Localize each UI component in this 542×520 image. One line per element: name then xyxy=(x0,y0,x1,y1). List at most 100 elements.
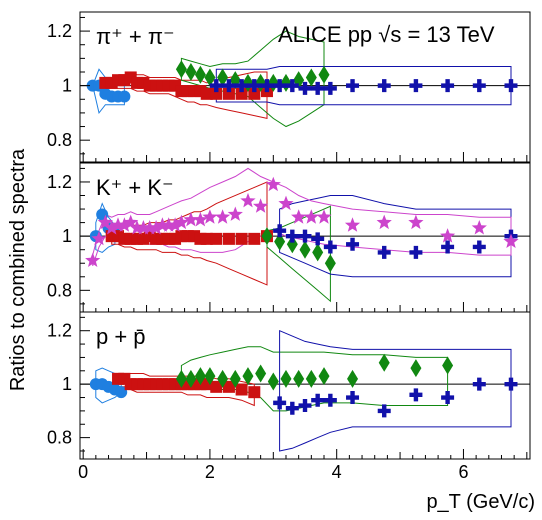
y-tick-label: 1 xyxy=(62,226,72,246)
data-point xyxy=(217,68,229,87)
y-tick-label: 0.8 xyxy=(47,428,72,448)
y-tick-label: 1 xyxy=(62,374,72,394)
data-point xyxy=(472,240,486,254)
data-point xyxy=(175,369,187,388)
systematic-band xyxy=(104,71,268,120)
data-point xyxy=(200,232,213,245)
data-point xyxy=(185,63,197,81)
panel-species-label: π⁺ + π⁻ xyxy=(96,24,175,49)
data-point xyxy=(222,87,235,100)
data-point xyxy=(441,79,455,93)
data-point xyxy=(409,79,423,93)
data-point xyxy=(161,217,177,232)
data-point xyxy=(173,214,189,230)
data-point xyxy=(204,68,216,87)
data-point xyxy=(142,220,158,235)
data-point xyxy=(222,380,235,393)
data-point xyxy=(377,79,391,93)
data-point xyxy=(408,214,424,230)
data-point xyxy=(311,232,325,246)
data-point xyxy=(229,369,241,388)
data-point xyxy=(323,393,337,407)
data-point xyxy=(312,243,324,262)
data-point xyxy=(222,232,235,245)
y-tick-label: 1.2 xyxy=(47,21,72,41)
data-point xyxy=(442,356,454,375)
data-point xyxy=(116,217,132,232)
panel-1: 0.8 1 1.2 π⁺ + π⁻ xyxy=(47,11,531,163)
data-point xyxy=(441,240,455,254)
data-point xyxy=(260,79,274,93)
data-point xyxy=(285,229,299,243)
data-point xyxy=(209,79,223,93)
data-point xyxy=(248,87,261,100)
data-point xyxy=(110,217,126,232)
data-point xyxy=(255,364,267,383)
data-point xyxy=(440,228,456,243)
data-point xyxy=(235,79,249,93)
data-point xyxy=(378,353,390,372)
data-point xyxy=(202,209,218,224)
x-tick-label: 2 xyxy=(205,462,215,482)
panel-content xyxy=(80,329,530,452)
data-point xyxy=(504,377,518,391)
panel-3: 0.8 1 1.2 p + p̄ xyxy=(47,311,531,460)
data-point xyxy=(376,214,392,230)
data-point xyxy=(97,214,113,230)
data-point xyxy=(344,217,361,232)
data-point xyxy=(194,367,206,386)
data-point xyxy=(235,383,248,396)
data-point xyxy=(409,245,423,259)
data-point xyxy=(183,211,199,227)
x-tick-labels: 0 2 4 6 xyxy=(78,462,468,482)
data-point xyxy=(217,369,229,388)
systematic-band xyxy=(215,66,512,106)
y-tick-label: 1.2 xyxy=(47,172,72,192)
data-point xyxy=(410,359,422,378)
data-point xyxy=(273,79,287,93)
data-point xyxy=(185,369,197,388)
data-point xyxy=(242,367,254,386)
data-point xyxy=(104,220,120,235)
data-point xyxy=(303,209,319,224)
data-point xyxy=(503,233,519,248)
data-point xyxy=(247,79,261,93)
data-point xyxy=(85,252,101,267)
data-point xyxy=(280,369,292,388)
systematic-band xyxy=(266,205,331,303)
data-point xyxy=(253,198,269,213)
panel-species-label: p + p̄ xyxy=(96,324,146,349)
data-point xyxy=(115,386,128,399)
data-point xyxy=(278,195,294,211)
data-point xyxy=(227,206,243,221)
data-point xyxy=(273,224,287,238)
data-point xyxy=(311,81,325,95)
y-tick-label: 1 xyxy=(62,76,72,96)
x-axis-title: p_T (GeV/c) xyxy=(426,491,535,513)
data-point xyxy=(194,65,206,84)
data-point xyxy=(293,369,305,388)
panel-content xyxy=(80,30,530,128)
data-point xyxy=(129,220,145,235)
panel-frame xyxy=(79,311,531,460)
data-point xyxy=(286,235,298,254)
data-point xyxy=(280,73,292,92)
x-tick-label: 6 xyxy=(458,462,468,482)
y-tick-label: 1.2 xyxy=(47,321,72,341)
systematic-band xyxy=(279,329,512,452)
data-point xyxy=(504,79,518,93)
data-point xyxy=(235,232,248,245)
systematic-band xyxy=(117,373,255,407)
data-point xyxy=(215,209,231,224)
data-point xyxy=(285,401,299,415)
data-point xyxy=(441,391,455,405)
y-axis-title: Ratios to combined spectra xyxy=(7,148,29,391)
data-point xyxy=(248,232,261,245)
data-point xyxy=(323,240,337,254)
data-point xyxy=(324,254,336,273)
data-point xyxy=(298,81,312,95)
data-point xyxy=(235,87,248,100)
y-tick-label: 0.8 xyxy=(47,130,72,150)
data-point xyxy=(285,79,299,93)
